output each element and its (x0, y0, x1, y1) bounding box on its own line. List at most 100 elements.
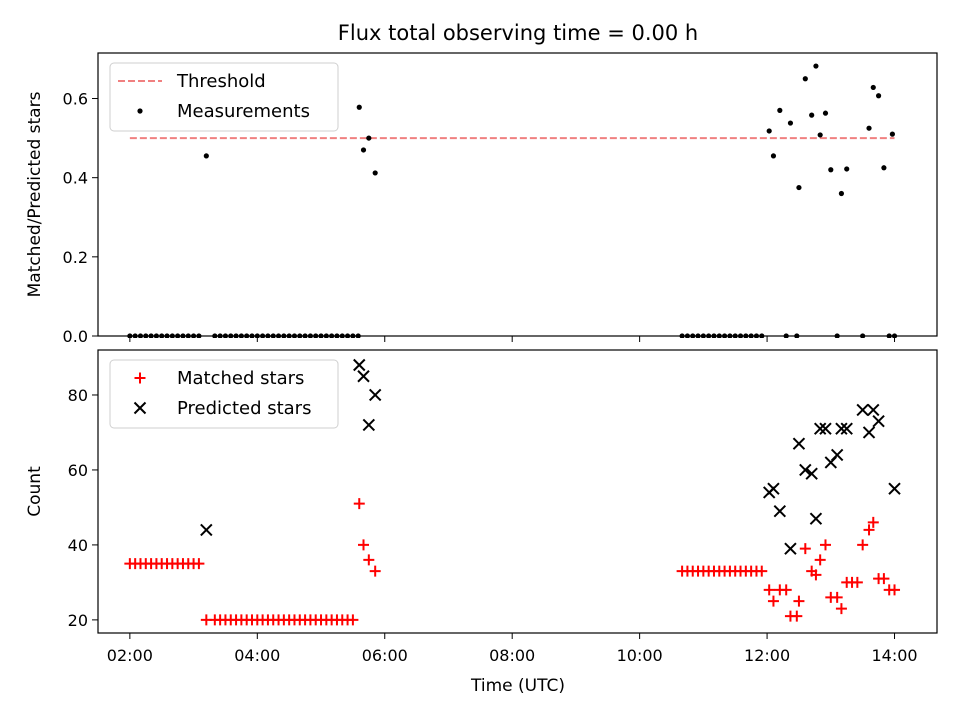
matched-star-point (835, 603, 847, 615)
measurement-point (870, 84, 876, 91)
ratio-panel: 0.0 0.2 0.4 0.6 Matched/Predicted stars Thres… (25, 52, 938, 346)
y-tick-label: 80 (68, 386, 88, 405)
y-axis-label: Matched/Predicted stars (25, 91, 45, 297)
legend-label: Predicted stars (177, 398, 311, 419)
predicted-star-point (792, 437, 806, 450)
measurement-point (796, 184, 802, 191)
x-tick-label: 08:00 (489, 646, 535, 665)
measurement-point (813, 63, 819, 69)
predicted-star-point (353, 358, 366, 372)
legend-measurement-swatch (137, 108, 143, 114)
chart-title: Flux total observing time = 0.00 h (338, 21, 698, 45)
predicted-star-point (773, 504, 787, 518)
matched-star-point (793, 595, 805, 607)
predicted-star-point (200, 523, 213, 537)
measurement-point (875, 93, 882, 99)
x-axis-label: Time (UTC) (470, 676, 565, 696)
data-marks (124, 358, 901, 626)
matched-star-point (791, 610, 803, 622)
y-tick-label: 0.2 (63, 248, 88, 267)
predicted-star-point (767, 482, 780, 495)
measurement-point (809, 112, 815, 118)
predicted-star-point (872, 415, 885, 428)
matched-star-point (763, 584, 775, 596)
matched-star-point (353, 498, 365, 510)
matched-star-point (756, 565, 768, 577)
matched-star-point (363, 554, 375, 566)
x-tick-label: 14:00 (871, 646, 917, 665)
measurement-point (787, 120, 794, 126)
predicted-star-point (368, 388, 382, 402)
legend: Matched stars Predicted stars (109, 359, 339, 429)
matched-star-point (878, 573, 890, 585)
predicted-star-point (357, 370, 370, 383)
predicted-star-point (867, 403, 880, 417)
measurement-point (844, 166, 850, 172)
y-tick-label: 0.4 (63, 169, 88, 188)
matched-star-point (347, 614, 359, 626)
matched-star-point (889, 584, 901, 596)
matched-star-point (857, 539, 869, 551)
measurement-point (372, 170, 378, 176)
measurement-point (828, 167, 834, 173)
matched-star-point (767, 595, 779, 607)
predicted-star-point (784, 542, 797, 555)
measurement-point (866, 125, 872, 131)
measurement-point (770, 153, 777, 159)
matched-star-point (863, 524, 875, 536)
predicted-star-point (840, 422, 853, 435)
x-tick-label: 06:00 (362, 646, 408, 665)
measurement-point (881, 165, 887, 171)
legend-predicted-swatch (133, 401, 147, 415)
data-marks (127, 63, 898, 338)
measurement-point (802, 76, 808, 82)
y-tick-label: 0.0 (63, 327, 88, 346)
predicted-star-point (813, 422, 827, 435)
count-panel: 20 40 60 80 02:00 04:00 06:00 08:00 10:00 12:00 14… (25, 349, 938, 665)
predicted-star-point (819, 422, 832, 435)
predicted-star-point (835, 422, 848, 435)
predicted-star-point (862, 426, 876, 439)
legend: Threshold Measurements (109, 62, 339, 132)
predicted-star-point (805, 467, 818, 480)
legend-label: Threshold (176, 71, 266, 92)
matched-star-point (358, 539, 370, 551)
plot-frame (97, 52, 938, 337)
predicted-star-point (362, 418, 376, 432)
y-axis-label: Count (25, 466, 45, 517)
predicted-star-point (809, 512, 823, 525)
measurement-point (360, 147, 367, 153)
x-tick-label: 02:00 (107, 646, 153, 665)
predicted-star-point (830, 448, 844, 462)
x-tick-label: 12:00 (744, 646, 790, 665)
matched-star-point (831, 591, 843, 603)
matched-star-point (819, 539, 831, 551)
matched-star-point (851, 576, 863, 588)
x-tick-label: 04:00 (234, 646, 280, 665)
y-tick-label: 0.6 (63, 90, 88, 109)
predicted-star-point (888, 482, 901, 495)
matched-star-point (799, 543, 811, 555)
measurement-point (822, 110, 829, 116)
matched-star-point (867, 516, 879, 528)
y-tick-label: 40 (68, 536, 88, 555)
measurement-point (356, 104, 362, 110)
measurement-point (838, 190, 845, 197)
matched-star-point (193, 558, 205, 570)
predicted-star-point (856, 403, 869, 417)
y-tick-label: 20 (68, 611, 88, 630)
x-tick-label: 10:00 (617, 646, 663, 665)
plot-frame (97, 349, 938, 634)
measurement-point (203, 153, 209, 159)
y-tick-label: 60 (68, 461, 88, 480)
measurement-point (766, 128, 772, 134)
legend-matched-swatch (134, 372, 146, 384)
predicted-star-point (799, 463, 812, 477)
matched-star-point (814, 554, 826, 566)
measurement-point (889, 131, 895, 137)
legend-box (109, 359, 339, 429)
legend-label: Matched stars (177, 368, 304, 389)
measurement-point (817, 132, 823, 138)
matched-star-point (369, 565, 381, 577)
